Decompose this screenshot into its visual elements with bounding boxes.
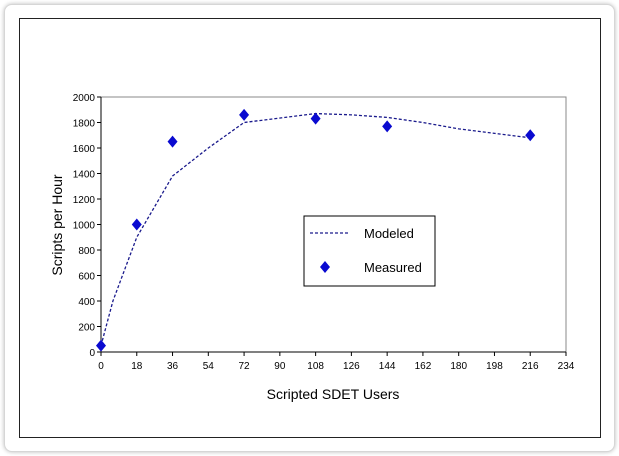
y-tick-label: 1600 xyxy=(73,144,96,155)
legend: Modeled Measured xyxy=(303,215,436,287)
y-tick-label: 1200 xyxy=(73,195,96,206)
x-tick-label: 144 xyxy=(379,361,396,372)
measured-point xyxy=(131,218,142,231)
x-tick-label: 0 xyxy=(98,361,104,372)
x-tick-label: 216 xyxy=(522,361,539,372)
measured-point xyxy=(310,112,321,125)
legend-modeled-label: Modeled xyxy=(364,226,414,241)
y-tick-label: 1000 xyxy=(73,221,96,232)
modeled-line xyxy=(100,112,531,346)
x-tick-label: 126 xyxy=(343,361,360,372)
y-axis-label: Scripts per Hour xyxy=(49,174,65,275)
x-tick-label: 108 xyxy=(307,361,324,372)
measured-point xyxy=(239,108,250,121)
measured-point xyxy=(96,339,106,352)
x-tick-label: 234 xyxy=(558,361,575,372)
x-tick-label: 90 xyxy=(274,361,286,372)
measured-point xyxy=(382,120,393,133)
y-tick-label: 800 xyxy=(78,246,95,257)
x-tick-label: 72 xyxy=(239,361,251,372)
y-tick-label: 1800 xyxy=(73,119,96,130)
x-tick-label: 198 xyxy=(486,361,503,372)
x-axis-label: Scripted SDET Users xyxy=(267,386,400,402)
x-tick-label: 54 xyxy=(203,361,215,372)
y-tick-label: 200 xyxy=(78,323,95,334)
y-tick-label: 0 xyxy=(89,348,95,359)
measured-point xyxy=(525,129,536,142)
measured-point xyxy=(167,135,178,148)
x-tick-label: 162 xyxy=(415,361,432,372)
y-tick-label: 1400 xyxy=(73,170,96,181)
x-tick-label: 180 xyxy=(450,361,467,372)
x-tick-label: 36 xyxy=(167,361,179,372)
y-tick-label: 400 xyxy=(78,297,95,308)
y-tick-label: 600 xyxy=(78,272,95,283)
legend-measured-label: Measured xyxy=(364,260,422,275)
x-tick-label: 18 xyxy=(131,361,143,372)
legend-measured-marker xyxy=(320,261,330,273)
y-tick-label: 2000 xyxy=(73,93,96,104)
